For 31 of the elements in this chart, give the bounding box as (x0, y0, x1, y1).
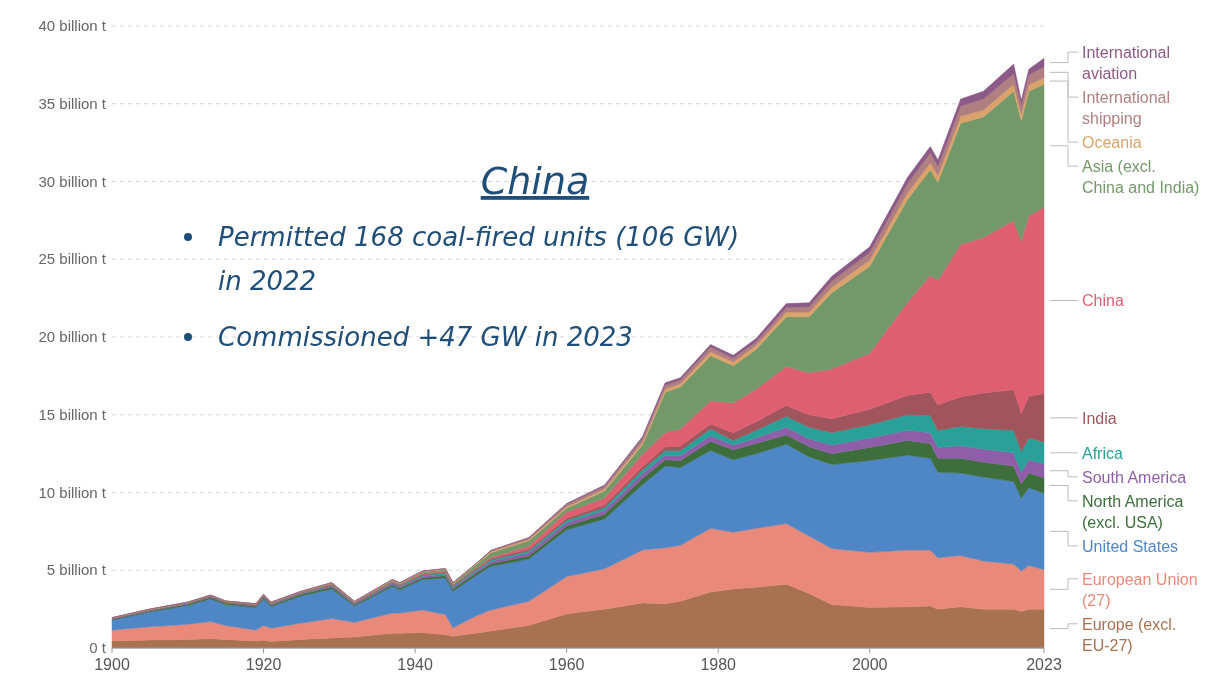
x-tick-label: 1900 (94, 656, 130, 673)
text: China (1082, 292, 1124, 310)
y-tick-label: 30 billion t (38, 172, 107, 190)
annotation: China (480, 159, 590, 203)
y-tick-label: 25 billion t (38, 250, 107, 268)
y-tick-label: 10 billion t (38, 483, 107, 501)
y-tick-label: 5 billion t (46, 561, 107, 579)
x-tick-label: 1940 (397, 656, 433, 673)
text: South America (1082, 468, 1187, 486)
text: International shipping (1082, 89, 1171, 128)
x-tick-label: 2023 (1026, 656, 1062, 673)
text: European Union (27) (1082, 570, 1198, 609)
x-tick-label: 1980 (700, 656, 737, 673)
text: Asia (excl. China and India) (1082, 158, 1200, 197)
y-tick-label: 20 billion t (38, 328, 107, 345)
y-tick-label: 15 billion t (38, 405, 107, 423)
x-tick-label: 2000 (851, 656, 888, 673)
y-tick-label: 40 billion t (38, 17, 107, 34)
text: Africa (1082, 444, 1123, 462)
x-tick-label: 1920 (245, 656, 282, 673)
annotation: Permitted 168 coal-fired units (106 GW) in 2022 (218, 222, 740, 296)
text: United States (1082, 537, 1179, 555)
annotation: Commissioned +47 GW in 2023 (218, 322, 633, 352)
text: International aviation (1082, 44, 1171, 83)
text: Oceania (1082, 134, 1142, 152)
text: Europe (excl. EU-27) (1082, 615, 1177, 654)
y-tick-label: 35 billion t (38, 94, 107, 112)
y-tick-label: 0 t (89, 639, 107, 656)
x-tick-label: 1960 (548, 656, 585, 673)
text: North America (excl. USA) (1082, 492, 1184, 531)
text: India (1082, 409, 1117, 427)
